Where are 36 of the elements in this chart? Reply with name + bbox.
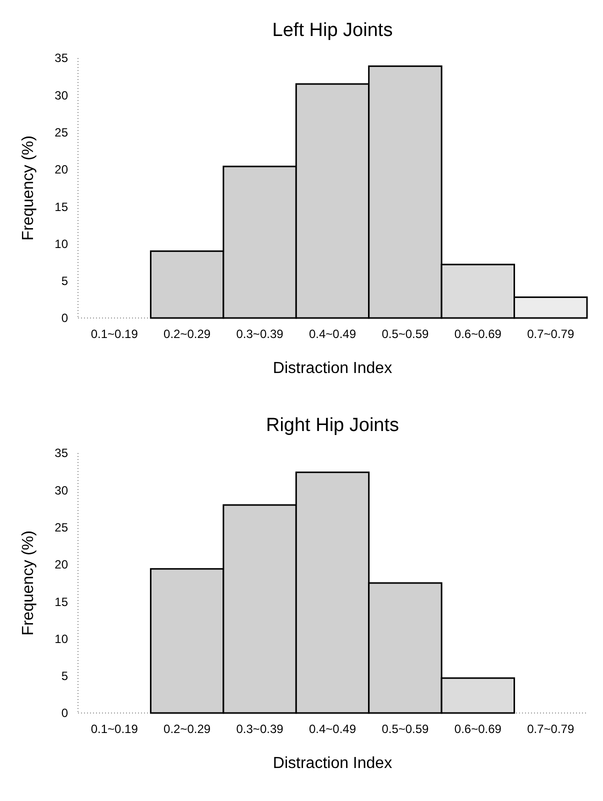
x-tick-label: 0.4~0.49 bbox=[308, 722, 356, 736]
y-tick-label: 25 bbox=[54, 125, 68, 140]
x-tick-label: 0.2~0.29 bbox=[164, 722, 211, 736]
x-tick-label: 0.4~0.49 bbox=[308, 327, 356, 341]
y-tick-label: 15 bbox=[54, 200, 68, 214]
x-axis-title: Distraction Index bbox=[272, 360, 392, 377]
y-tick-label: 20 bbox=[54, 558, 68, 572]
x-tick-label: 0.6~0.69 bbox=[454, 327, 502, 341]
x-tick-label: 0.3~0.39 bbox=[236, 327, 284, 341]
x-tick-label: 0.3~0.39 bbox=[236, 722, 284, 736]
x-tick-label: 0.7~0.79 bbox=[527, 327, 574, 341]
y-tick-label: 30 bbox=[54, 88, 68, 102]
chart-title: Left Hip Joints bbox=[272, 20, 393, 41]
y-axis-title: Frequency (%) bbox=[20, 136, 37, 240]
y-tick-label: 30 bbox=[54, 483, 68, 498]
x-tick-label: 0.7~0.79 bbox=[527, 722, 574, 736]
x-tick-label: 0.5~0.59 bbox=[382, 722, 430, 736]
x-tick-label: 0.1~0.19 bbox=[90, 327, 138, 341]
y-tick-label: 25 bbox=[54, 520, 68, 534]
y-tick-label: 35 bbox=[54, 446, 68, 460]
x-tick-label: 0.1~0.19 bbox=[90, 722, 138, 736]
y-tick-label: 5 bbox=[61, 274, 68, 288]
x-axis-title: Distraction Index bbox=[272, 755, 392, 772]
y-tick-label: 20 bbox=[54, 162, 68, 177]
y-tick-label: 0 bbox=[61, 706, 68, 720]
x-tick-label: 0.5~0.59 bbox=[382, 327, 430, 341]
y-tick-label: 35 bbox=[54, 51, 68, 66]
x-tick-label: 0.6~0.69 bbox=[454, 722, 502, 736]
y-axis-title: Frequency (%) bbox=[20, 530, 37, 636]
chart-title: Right Hip Joints bbox=[266, 415, 400, 436]
y-tick-label: 15 bbox=[54, 594, 68, 609]
y-tick-label: 0 bbox=[61, 311, 68, 326]
x-tick-label: 0.2~0.29 bbox=[164, 327, 211, 341]
y-tick-label: 10 bbox=[54, 236, 68, 251]
y-tick-label: 5 bbox=[61, 669, 68, 684]
y-tick-label: 10 bbox=[54, 632, 68, 646]
